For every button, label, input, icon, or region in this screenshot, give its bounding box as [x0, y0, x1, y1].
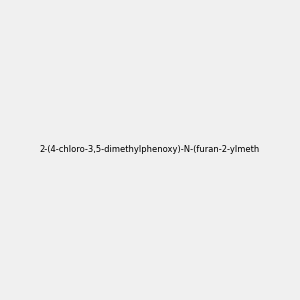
Text: 2-(4-chloro-3,5-dimethylphenoxy)-N-(furan-2-ylmeth: 2-(4-chloro-3,5-dimethylphenoxy)-N-(fura…	[40, 146, 260, 154]
